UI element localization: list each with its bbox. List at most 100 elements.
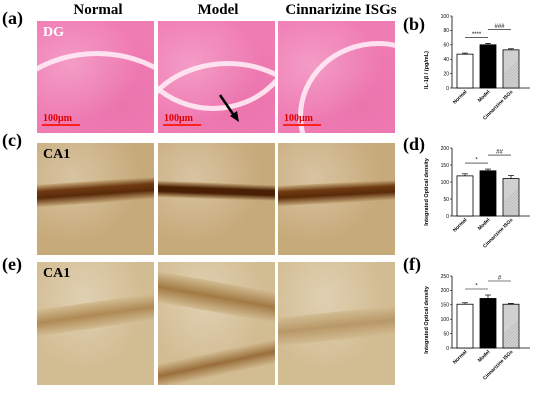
y-tick-label: 100 bbox=[441, 14, 450, 20]
y-tick-label: 200 bbox=[441, 288, 450, 294]
x-category-label: Model bbox=[477, 349, 492, 364]
bar-hatch bbox=[514, 211, 520, 217]
micrograph-dg-cinnarizine: 100μm bbox=[278, 21, 395, 133]
chart-f-ylabel: Integrated Optical density bbox=[424, 285, 430, 353]
bar-hatch bbox=[502, 193, 520, 211]
bar bbox=[456, 175, 474, 217]
bar bbox=[502, 49, 520, 89]
bar bbox=[456, 53, 474, 89]
micrograph-ca1-cinnarizine bbox=[278, 143, 395, 255]
chart-b-significance: **** ### bbox=[465, 24, 511, 38]
bar-hatch bbox=[502, 68, 520, 86]
y-tick-label: 60 bbox=[443, 43, 449, 49]
panel-label-b: (b) bbox=[403, 14, 425, 34]
bar bbox=[502, 303, 520, 349]
bar-hatch bbox=[517, 86, 520, 89]
bar-hatch bbox=[517, 346, 520, 349]
y-tick-label: 100 bbox=[441, 317, 450, 323]
y-tick-label: 20 bbox=[443, 71, 449, 77]
bar-hatch bbox=[502, 328, 520, 346]
bar-hatch bbox=[502, 65, 520, 83]
bar-hatch bbox=[505, 334, 520, 349]
bar-hatch bbox=[502, 319, 520, 337]
chart-d-significance: * ## bbox=[465, 150, 511, 164]
y-tick-label: 40 bbox=[443, 57, 449, 63]
bar-hatch bbox=[502, 71, 520, 89]
bar-hatch bbox=[502, 62, 520, 80]
y-tick-label: 0 bbox=[446, 86, 449, 92]
y-tick-label: 250 bbox=[441, 274, 450, 280]
bar-hatch bbox=[518, 347, 522, 351]
bar-hatch bbox=[505, 202, 520, 217]
bar-hatch bbox=[502, 196, 520, 214]
chart-b: IL-1β / (pg/mL) 0 20 40 60 80 100 Normal Model… bbox=[424, 14, 530, 122]
micrograph-dg-normal: DG 100μm bbox=[37, 21, 154, 133]
x-category-label: Normal bbox=[452, 349, 469, 366]
chart-b-bars bbox=[456, 43, 522, 91]
micrograph-dg-model: 100μm bbox=[158, 21, 275, 133]
panel-label-f: (f) bbox=[403, 254, 421, 274]
chart-f: Integrated Optical density 0 50 100 150 200 2… bbox=[424, 274, 530, 382]
bar-hatch bbox=[508, 77, 520, 89]
bar-hatch bbox=[514, 343, 520, 349]
panel-label-c: (c) bbox=[2, 130, 22, 150]
bar-hatch bbox=[511, 208, 520, 217]
chart-f-significance: *# bbox=[465, 276, 511, 290]
x-category-label: Normal bbox=[452, 89, 469, 106]
tissue-label-ca1: CA1 bbox=[43, 147, 71, 162]
y-tick-label: 80 bbox=[443, 28, 449, 34]
chart-b-ylabel: IL-1β / (pg/mL) bbox=[424, 51, 430, 89]
micrograph-ca1b-normal: CA1 bbox=[37, 262, 154, 385]
y-tick-label: 200 bbox=[441, 146, 450, 152]
bar-hatch bbox=[505, 74, 520, 89]
bar bbox=[479, 298, 497, 349]
bar-hatch bbox=[502, 331, 520, 349]
tissue-label-ca1b: CA1 bbox=[43, 266, 71, 281]
bar bbox=[479, 170, 497, 217]
chart-d-ylabel: Integrated Optical density bbox=[424, 157, 430, 225]
chart-d-bars bbox=[456, 168, 522, 219]
panel-label-d: (d) bbox=[403, 134, 425, 154]
bar-hatch bbox=[518, 215, 522, 219]
significance-label: **** bbox=[472, 32, 482, 38]
y-tick-label: 150 bbox=[441, 163, 450, 169]
y-tick-label: 0 bbox=[446, 214, 449, 220]
bar-hatch bbox=[508, 205, 520, 217]
bar-hatch bbox=[502, 325, 520, 343]
scale-label: 100μm bbox=[43, 113, 72, 124]
chart-d: Integrated Optical density 050100150200 … bbox=[424, 146, 530, 250]
y-tick-label: 150 bbox=[441, 303, 450, 309]
significance-label: ### bbox=[494, 24, 505, 30]
significance-label: # bbox=[498, 276, 502, 282]
bar-hatch bbox=[502, 59, 520, 77]
micrograph-ca1-normal: CA1 bbox=[37, 143, 154, 255]
scale-label: 100μm bbox=[164, 113, 193, 124]
tissue-label-dg: DG bbox=[43, 25, 64, 40]
column-header-normal: Normal bbox=[73, 2, 123, 18]
micrograph-ca1b-cinnarizine bbox=[278, 262, 395, 385]
chart-f-bars bbox=[456, 294, 522, 351]
column-header-cinnarizine: Cinnarizine ISGs bbox=[285, 2, 397, 18]
y-tick-label: 50 bbox=[443, 331, 449, 337]
micrograph-ca1-model bbox=[158, 143, 275, 255]
scale-label: 100μm bbox=[284, 113, 313, 124]
bar-hatch bbox=[514, 83, 520, 89]
panel-label-a: (a) bbox=[2, 8, 23, 28]
bar-hatch bbox=[502, 199, 520, 217]
bar bbox=[479, 44, 497, 89]
bar-hatch bbox=[502, 190, 520, 208]
bar bbox=[456, 303, 474, 349]
bar-hatch bbox=[511, 80, 520, 89]
arrow-icon bbox=[218, 94, 239, 122]
bar-hatch bbox=[502, 322, 520, 340]
bar bbox=[502, 178, 520, 217]
x-category-label: Model bbox=[477, 89, 492, 104]
micrograph-ca1b-model bbox=[158, 262, 275, 385]
x-category-label: Model bbox=[477, 217, 492, 232]
scale-bar bbox=[283, 124, 321, 126]
bar-hatch bbox=[518, 87, 522, 91]
y-tick-label: 50 bbox=[443, 197, 449, 203]
bar-hatch bbox=[517, 214, 520, 217]
